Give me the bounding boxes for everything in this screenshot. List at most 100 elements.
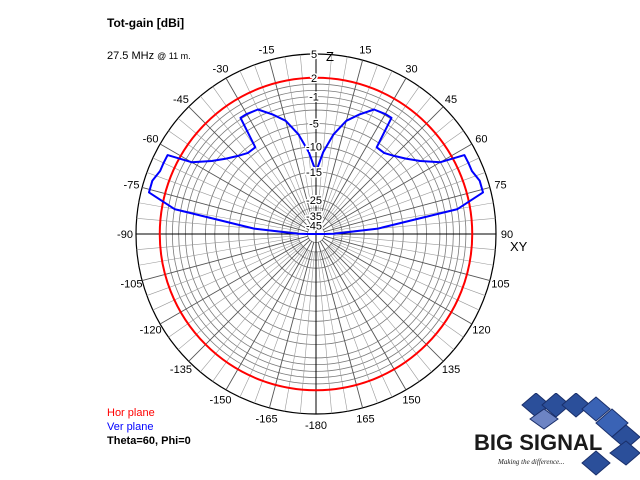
spoke-line — [333, 202, 494, 232]
angle-tick-label: 105 — [491, 278, 509, 290]
spoke-line — [239, 250, 309, 398]
spoke-line — [333, 236, 494, 266]
spoke-line — [323, 143, 473, 231]
angle-tick-label: -60 — [143, 134, 159, 146]
series-hor-plane — [158, 76, 474, 392]
spoke-line — [254, 64, 311, 218]
angle-tick-label: -75 — [124, 180, 140, 192]
angle-tick-label: -90 — [117, 229, 133, 241]
spoke-line — [300, 54, 315, 217]
angle-tick-label: -45 — [173, 94, 189, 106]
spoke-line — [321, 106, 444, 229]
angle-tick-label: -150 — [209, 394, 231, 406]
tick-labels: 153045607590105120135150165-15-30-45-60-… — [117, 45, 528, 432]
spoke-line — [168, 244, 302, 338]
angle-tick-label: -30 — [213, 64, 229, 76]
axis-label-z: Z — [326, 49, 334, 64]
spoke-line — [329, 245, 455, 350]
angle-tick-label: -135 — [170, 364, 192, 376]
spoke-line — [138, 202, 299, 232]
legend-ver-plane: Ver plane — [107, 421, 154, 433]
spoke-line — [152, 241, 300, 311]
series-layer — [148, 76, 484, 392]
spoke-line — [212, 86, 306, 220]
spoke-line — [177, 118, 303, 223]
spoke-line — [142, 235, 308, 282]
angle-tick-label: 90 — [501, 229, 513, 241]
spoke-line — [323, 250, 393, 398]
spoke-line — [200, 95, 305, 221]
spoke-line — [319, 77, 407, 227]
logo-diamonds-icon — [521, 393, 640, 476]
spoke-line — [188, 239, 311, 362]
spoke-line — [225, 77, 313, 227]
series-ver-plane — [148, 108, 484, 235]
spoke-line — [317, 251, 332, 414]
spoke-line — [188, 106, 311, 229]
spoke-line — [332, 172, 486, 229]
angle-tick-label: -105 — [120, 278, 142, 290]
angle-tick-label: -120 — [140, 325, 162, 337]
spoke-line — [152, 157, 300, 227]
spoke-line — [159, 143, 309, 231]
polar-grid — [135, 53, 497, 415]
angle-tick-label: 30 — [405, 64, 417, 76]
spoke-line — [327, 247, 432, 373]
angle-tick-label: 150 — [402, 394, 420, 406]
angle-tick-label: -165 — [256, 413, 278, 425]
spoke-line — [146, 239, 300, 296]
angle-tick-label: 75 — [494, 180, 506, 192]
logo-tagline: Making the difference... — [497, 458, 565, 466]
spoke-line — [329, 118, 455, 223]
spoke-line — [330, 244, 464, 338]
spoke-line — [146, 172, 300, 229]
spoke-line — [323, 237, 473, 325]
gain-tick-label: -10 — [306, 142, 322, 154]
spoke-line — [142, 186, 308, 233]
spoke-line — [254, 250, 311, 404]
spoke-line — [324, 186, 490, 233]
spoke-line — [321, 250, 378, 404]
angle-tick-label: 135 — [442, 364, 460, 376]
angle-tick-label: 165 — [356, 413, 374, 425]
legend-hor-plane: Hor plane — [107, 407, 155, 419]
gain-tick-label: -35 — [306, 211, 322, 223]
spoke-line — [159, 237, 309, 325]
chart-title: Tot-gain [dBi] — [107, 16, 185, 30]
spoke-line — [323, 70, 393, 218]
spoke-line — [268, 60, 315, 226]
angle-tick-label: -180 — [305, 420, 327, 432]
spoke-line — [321, 239, 444, 362]
spoke-line — [239, 70, 309, 218]
spoke-line — [317, 60, 364, 226]
spoke-line — [284, 251, 314, 412]
spoke-line — [268, 242, 315, 408]
spoke-line — [318, 251, 348, 412]
spoke-line — [200, 247, 305, 373]
spoke-line — [332, 241, 480, 311]
gain-tick-label: 2 — [311, 73, 317, 85]
spoke-line — [319, 241, 407, 391]
gain-tick-label: -25 — [306, 195, 322, 207]
spoke-line — [138, 236, 299, 266]
gain-tick-label: 5 — [311, 49, 317, 61]
gain-tick-label: -1 — [309, 92, 319, 104]
spoke-line — [333, 235, 496, 250]
spoke-line — [327, 95, 432, 221]
spoke-line — [330, 130, 464, 224]
angle-tick-label: 120 — [472, 325, 490, 337]
spoke-line — [332, 239, 486, 296]
frequency-value: 27.5 MHz — [107, 50, 155, 62]
gain-tick-label: -15 — [306, 167, 322, 179]
angle-tick-label: 45 — [445, 94, 457, 106]
spoke-line — [212, 248, 306, 382]
frequency-note: 27.5 MHz @ 11 m. — [107, 50, 191, 62]
angle-tick-label: 60 — [475, 134, 487, 146]
spoke-line — [300, 251, 315, 414]
spoke-line — [168, 130, 302, 224]
big-signal-logo: BIG SIGNAL Making the difference... — [474, 393, 640, 476]
spoke-line — [317, 54, 332, 217]
spoke-line — [324, 235, 490, 282]
spoke-line — [136, 235, 299, 250]
